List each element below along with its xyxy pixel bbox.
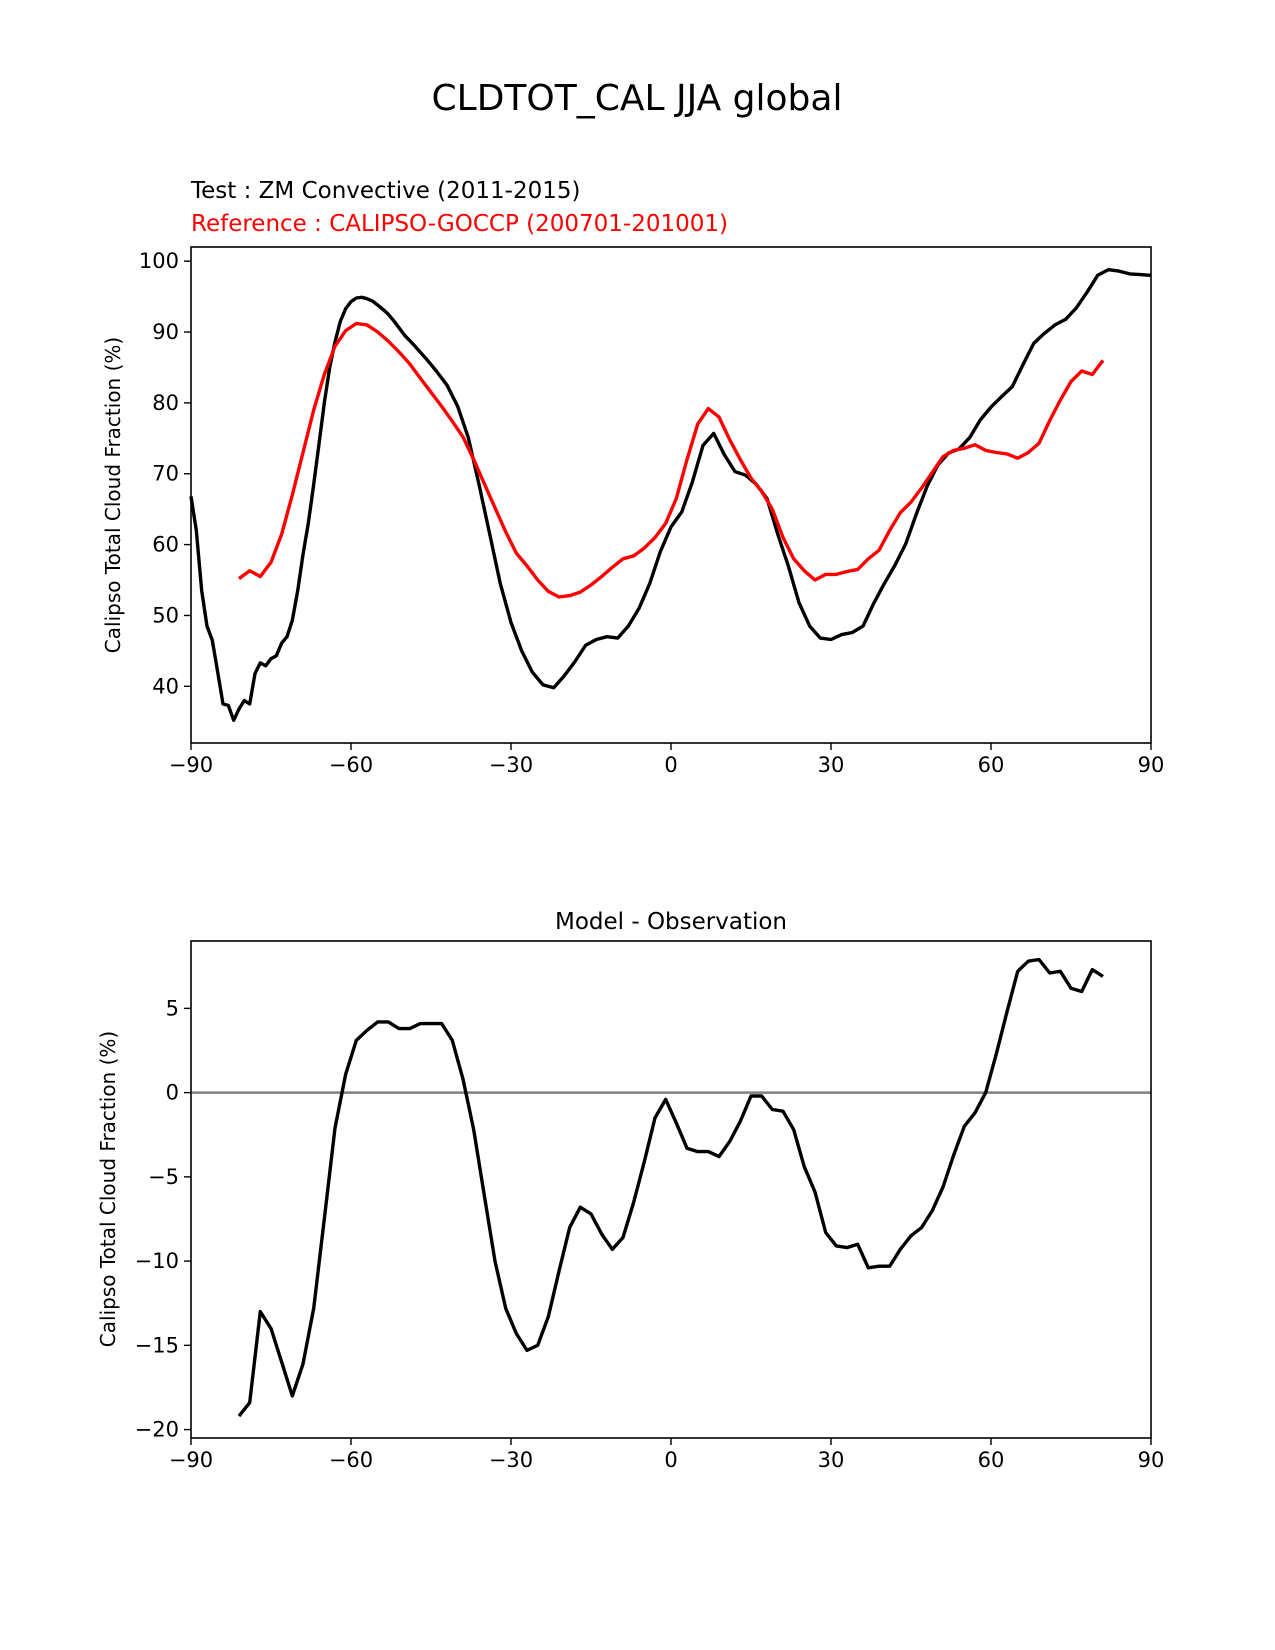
test-label: Test : ZM Convective (2011-2015) [190, 178, 580, 204]
bottom-chart-xtick-label: 30 [818, 1448, 845, 1472]
bottom-chart-ytick-label: −15 [135, 1333, 179, 1357]
bottom-chart-ticks: −90 −60 −30 0 30 60 90 −20 −15 −10 −5 0 5 [135, 996, 1165, 1472]
bottom-chart-series [191, 957, 1151, 1418]
top-chart-series [189, 268, 1152, 722]
bottom-chart-title: Model - Observation [555, 909, 787, 935]
figure-title: CLDTOT_CAL JJA global [432, 78, 843, 119]
bottom-chart-ytick-label: 0 [166, 1081, 179, 1105]
top-chart: −90 −60 −30 0 30 60 90 40 50 60 70 80 90 100 Calipso … [101, 246, 1164, 777]
top-chart-ticks: −90 −60 −30 0 30 60 90 40 50 60 70 80 90 100 [139, 249, 1164, 777]
top-chart-xtick-label: 0 [664, 753, 677, 777]
bottom-chart-frame [190, 940, 1152, 1439]
bottom-chart-xtick-label: −30 [489, 1448, 533, 1472]
top-chart-xtick-label: −60 [329, 753, 373, 777]
top-chart-frame [190, 246, 1152, 744]
top-chart-ylabel: Calipso Total Cloud Fraction (%) [101, 337, 125, 653]
difference-series-line [237, 957, 1104, 1418]
bottom-chart-xtick-label: −90 [169, 1448, 213, 1472]
top-chart-xtick-label: 30 [818, 753, 845, 777]
bottom-chart-xtick-label: 90 [1138, 1448, 1165, 1472]
top-chart-xtick-label: 60 [978, 753, 1005, 777]
bottom-chart-ytick-label: −20 [135, 1418, 179, 1442]
top-chart-xtick-label: −90 [169, 753, 213, 777]
bottom-chart-ylabel: Calipso Total Cloud Fraction (%) [96, 1031, 120, 1347]
bottom-chart-ytick-label: −10 [135, 1249, 179, 1273]
top-chart-ytick-label: 100 [139, 249, 179, 273]
bottom-chart-xtick-label: 60 [978, 1448, 1005, 1472]
bottom-chart-ytick-label: 5 [166, 996, 179, 1020]
bottom-chart-xtick-label: −60 [329, 1448, 373, 1472]
top-chart-xtick-label: 90 [1138, 753, 1165, 777]
top-chart-ytick-label: 70 [152, 462, 179, 486]
top-chart-ytick-label: 40 [152, 674, 179, 698]
top-chart-xtick-label: −30 [489, 753, 533, 777]
top-chart-ytick-label: 80 [152, 391, 179, 415]
top-chart-ytick-label: 50 [152, 603, 179, 627]
reference-label: Reference : CALIPSO-GOCCP (200701-201001… [191, 211, 728, 237]
bottom-chart: −90 −60 −30 0 30 60 90 −20 −15 −10 −5 0 5 Model - Ob… [96, 909, 1164, 1472]
reference-series-line [237, 321, 1105, 599]
top-chart-ytick-label: 90 [152, 320, 179, 344]
bottom-chart-ytick-label: −5 [148, 1165, 179, 1189]
bottom-chart-xtick-label: 0 [664, 1448, 677, 1472]
top-chart-ytick-label: 60 [152, 533, 179, 557]
